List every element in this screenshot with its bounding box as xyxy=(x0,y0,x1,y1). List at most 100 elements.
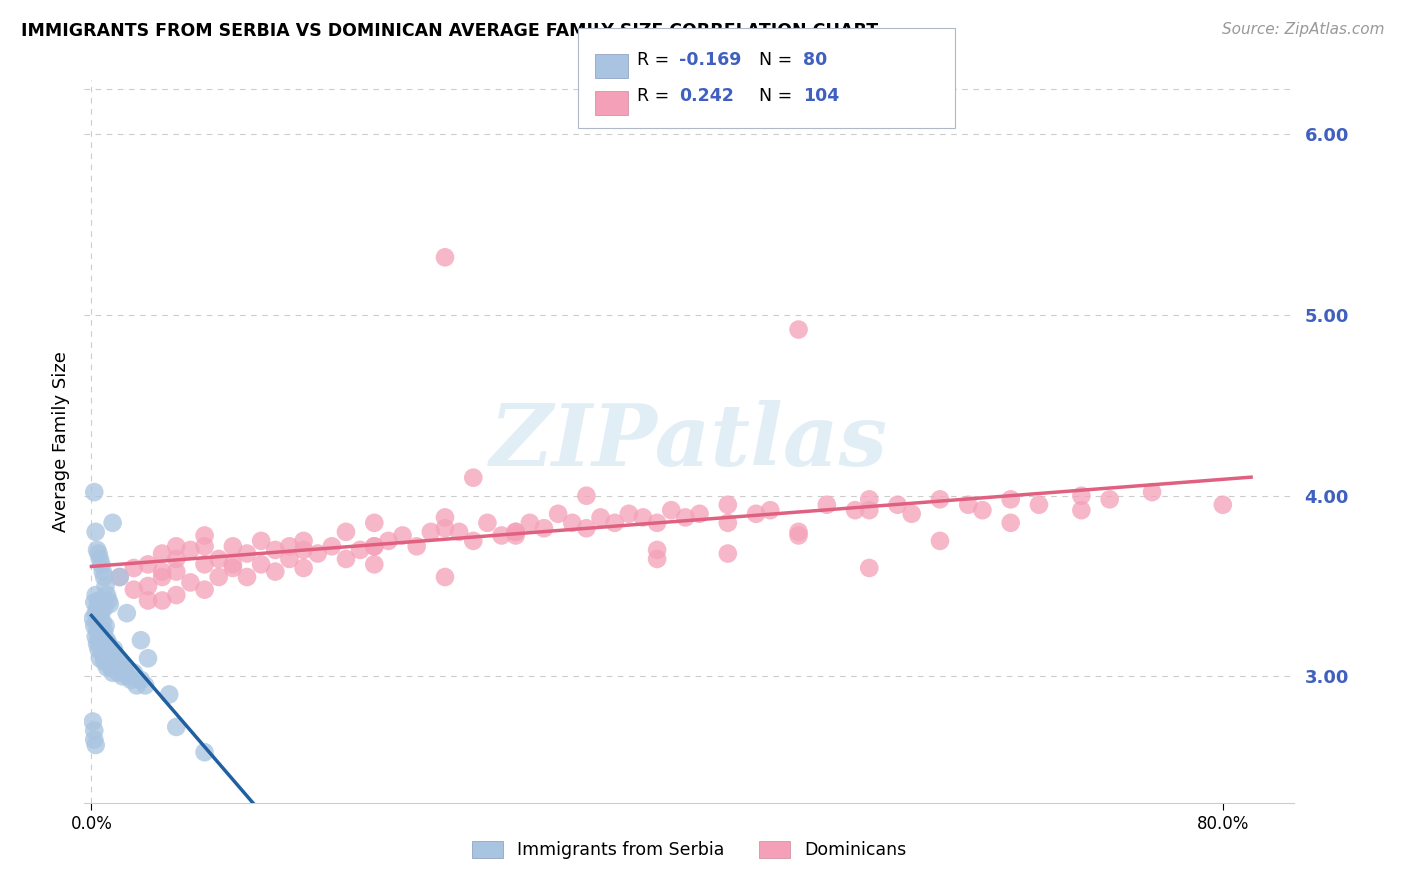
Point xyxy=(292,542,315,557)
Point xyxy=(89,630,111,644)
Point xyxy=(659,503,682,517)
Point xyxy=(136,579,159,593)
Point xyxy=(292,533,315,548)
Point xyxy=(589,510,612,524)
Point xyxy=(97,593,120,607)
Point xyxy=(477,516,499,530)
Point xyxy=(717,516,740,530)
Point xyxy=(505,528,527,542)
Point xyxy=(645,542,668,557)
Point xyxy=(89,651,111,665)
Point xyxy=(93,600,115,615)
Point xyxy=(179,575,201,590)
Point xyxy=(759,503,782,517)
Point xyxy=(89,619,111,633)
Point xyxy=(165,539,187,553)
Point xyxy=(363,558,385,572)
Point xyxy=(547,507,569,521)
Point xyxy=(575,489,598,503)
Point xyxy=(1212,498,1234,512)
Point xyxy=(90,558,112,572)
Point xyxy=(90,606,112,620)
Point xyxy=(250,558,273,572)
Point xyxy=(122,582,145,597)
Point xyxy=(278,539,301,553)
Point xyxy=(561,516,583,530)
Point xyxy=(93,570,115,584)
Point xyxy=(193,528,215,542)
Point xyxy=(449,524,471,539)
Point xyxy=(134,678,156,692)
Legend: Immigrants from Serbia, Dominicans: Immigrants from Serbia, Dominicans xyxy=(465,834,912,866)
Point xyxy=(104,660,127,674)
Point xyxy=(125,678,148,692)
Point xyxy=(631,510,654,524)
Point xyxy=(377,533,399,548)
Point xyxy=(815,498,838,512)
Point xyxy=(90,637,112,651)
Point xyxy=(617,507,640,521)
Point xyxy=(94,642,117,657)
Point xyxy=(89,552,111,566)
Point xyxy=(86,615,108,630)
Point xyxy=(129,673,152,687)
Point xyxy=(87,606,110,620)
Point xyxy=(122,665,145,680)
Point xyxy=(84,606,107,620)
Point xyxy=(717,498,740,512)
Point xyxy=(433,570,456,584)
Text: Source: ZipAtlas.com: Source: ZipAtlas.com xyxy=(1222,22,1385,37)
Point xyxy=(222,561,245,575)
Point xyxy=(363,539,385,553)
Point xyxy=(110,660,132,674)
Point xyxy=(89,597,111,611)
Point xyxy=(108,570,131,584)
Point xyxy=(87,593,110,607)
Point xyxy=(1000,516,1022,530)
Point xyxy=(673,510,696,524)
Point xyxy=(349,542,371,557)
Point xyxy=(264,565,287,579)
Point xyxy=(108,570,131,584)
Point xyxy=(787,322,810,336)
Point xyxy=(433,510,456,524)
Point xyxy=(1000,492,1022,507)
Point xyxy=(222,558,245,572)
Point xyxy=(787,528,810,542)
Point xyxy=(105,651,128,665)
Point xyxy=(886,498,908,512)
Point xyxy=(91,633,114,648)
Point xyxy=(87,642,110,657)
Point xyxy=(1070,503,1092,517)
Point xyxy=(97,648,120,662)
Point xyxy=(83,619,105,633)
Point xyxy=(94,579,117,593)
Text: N =: N = xyxy=(759,51,799,69)
Point xyxy=(84,630,107,644)
Point xyxy=(491,528,513,542)
Point xyxy=(115,606,138,620)
Point xyxy=(101,648,124,662)
Point xyxy=(363,539,385,553)
Text: N =: N = xyxy=(759,87,799,105)
Text: R =: R = xyxy=(637,87,675,105)
Text: R =: R = xyxy=(637,51,675,69)
Point xyxy=(91,565,114,579)
Point xyxy=(193,745,215,759)
Point xyxy=(603,516,626,530)
Point xyxy=(858,503,880,517)
Point xyxy=(165,720,187,734)
Point xyxy=(91,648,114,662)
Point xyxy=(94,651,117,665)
Point xyxy=(114,665,136,680)
Point xyxy=(82,611,104,625)
Point xyxy=(84,738,107,752)
Point xyxy=(98,642,121,657)
Point xyxy=(117,669,139,683)
Point xyxy=(150,570,173,584)
Point xyxy=(179,542,201,557)
Point xyxy=(86,624,108,639)
Point xyxy=(96,588,118,602)
Point xyxy=(363,516,385,530)
Point xyxy=(575,521,598,535)
